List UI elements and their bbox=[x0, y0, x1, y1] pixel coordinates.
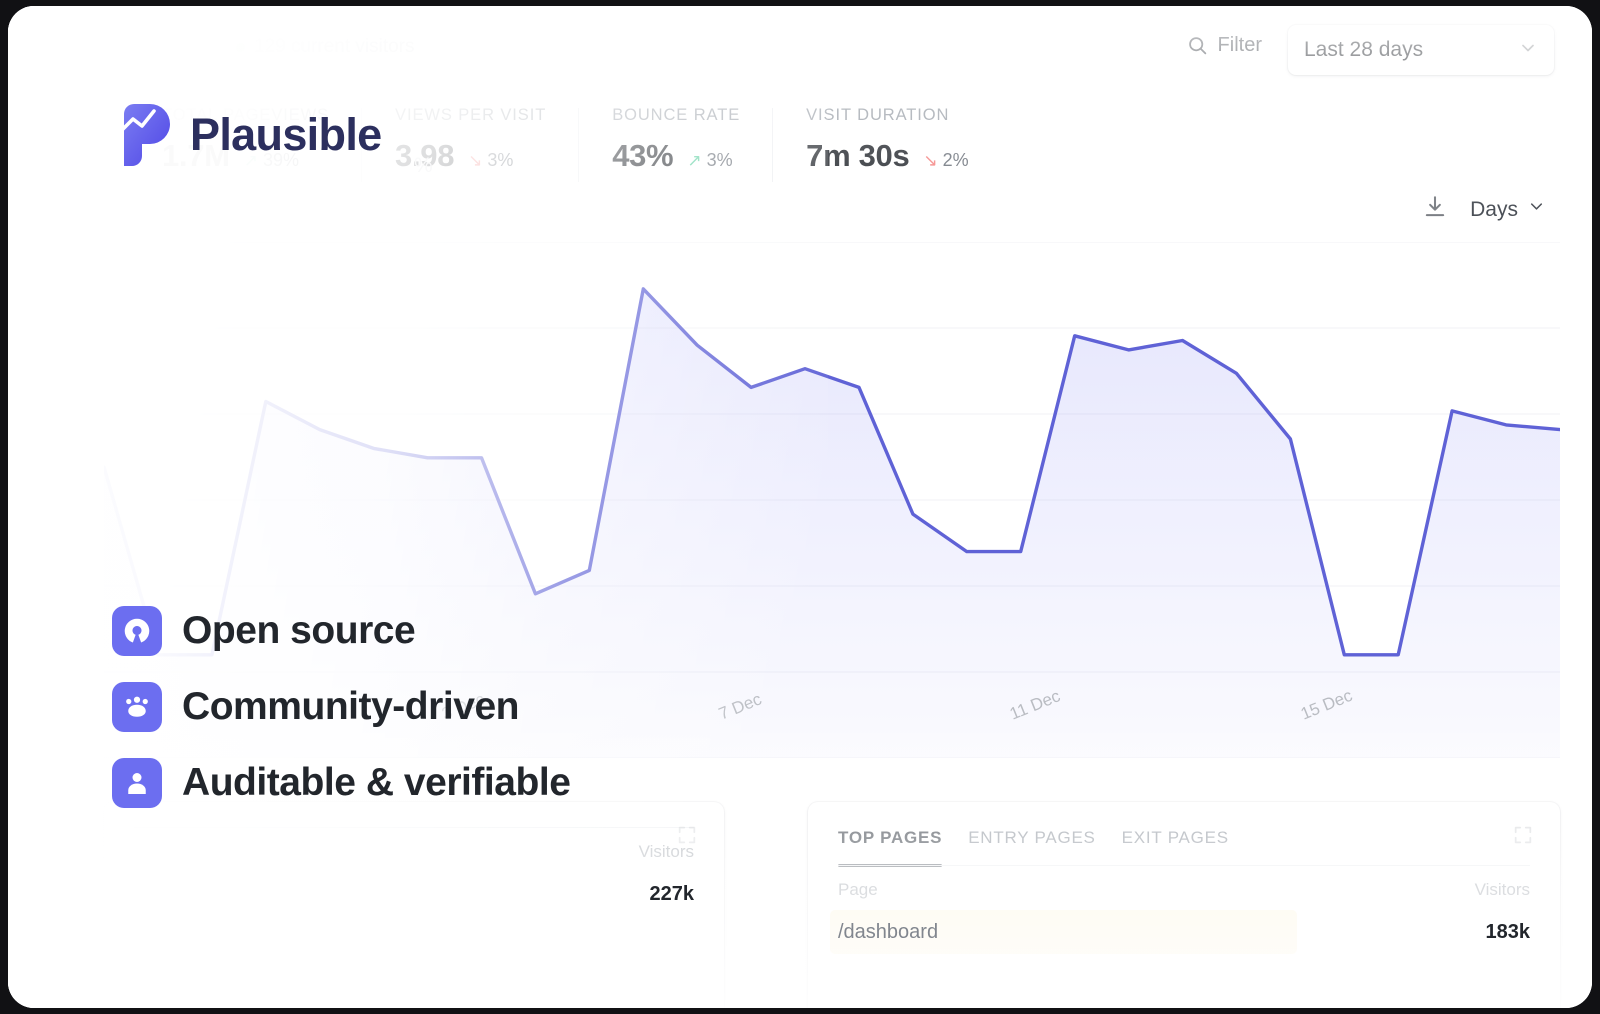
metric-label: VISIT DURATION bbox=[806, 106, 950, 124]
dashboard-card: 129 current visitors Filter Last 28 days bbox=[8, 6, 1592, 1008]
dashboard-topbar: 129 current visitors Filter Last 28 days bbox=[8, 6, 1592, 86]
tab-exit-pages[interactable]: EXIT PAGES bbox=[1121, 828, 1229, 847]
live-dot-icon bbox=[236, 42, 245, 52]
feature-auditable-verifiable: Auditable & verifiable bbox=[112, 758, 571, 808]
brand-lockup: Plausible bbox=[120, 104, 382, 166]
arrow-up-icon: ↗ bbox=[687, 151, 702, 170]
download-icon[interactable] bbox=[1422, 194, 1448, 225]
interval-days-button[interactable]: Days bbox=[1470, 197, 1546, 222]
filter-label: Filter bbox=[1217, 34, 1262, 56]
people-group-icon bbox=[112, 682, 162, 732]
tab-top-pages[interactable]: TOP PAGES bbox=[838, 828, 943, 867]
table-row[interactable]: /dashboard 183k bbox=[830, 910, 1538, 954]
metric-label: BOUNCE RATE bbox=[612, 106, 741, 124]
pages-col-page: Page bbox=[838, 880, 878, 899]
current-visitors-indicator: 129 current visitors bbox=[236, 36, 415, 58]
arrow-down-icon: ↘ bbox=[923, 151, 938, 170]
interval-days-label: Days bbox=[1470, 197, 1518, 221]
metric-value: 7m 30s bbox=[806, 138, 910, 173]
metric-label: VIEWS PER VISIT bbox=[395, 106, 547, 124]
date-range-value: Last 28 days bbox=[1304, 38, 1424, 61]
plausible-logo-icon bbox=[120, 104, 172, 166]
pages-panel-tabs: TOP PAGES ENTRY PAGES EXIT PAGES bbox=[808, 802, 1560, 867]
table-row[interactable]: 227k bbox=[126, 872, 702, 916]
row-value: 227k bbox=[649, 882, 695, 905]
pages-col-visitors: Visitors bbox=[1474, 880, 1530, 899]
feature-list: Open source Community-driven bbox=[112, 606, 571, 808]
metric-change-value: 3% bbox=[706, 150, 733, 170]
metric-change-value: 2% bbox=[942, 150, 969, 170]
tab-divider bbox=[838, 865, 1530, 866]
tab-divider bbox=[134, 827, 694, 828]
chevron-down-icon bbox=[1527, 197, 1546, 222]
metric-change: ↘ 3% bbox=[468, 150, 513, 171]
metric-value: 43% bbox=[612, 138, 674, 173]
metric-views-per-visit[interactable]: VIEWS PER VISIT 3.98 ↘ 3% bbox=[361, 106, 578, 182]
search-icon bbox=[1187, 35, 1208, 56]
row-label: /dashboard bbox=[838, 920, 939, 943]
pages-table-head: Page Visitors bbox=[808, 866, 1560, 906]
filter-button[interactable]: Filter bbox=[1187, 34, 1262, 57]
open-source-icon bbox=[112, 606, 162, 656]
metric-percent-remnant: % bbox=[414, 154, 433, 177]
metric-change: ↘ 2% bbox=[923, 150, 968, 171]
brand-name: Plausible bbox=[190, 109, 382, 160]
metric-change: ↗ 3% bbox=[687, 150, 732, 171]
row-value: 183k bbox=[1485, 920, 1531, 943]
arrow-down-icon: ↘ bbox=[468, 151, 483, 170]
current-visitors-label: 129 current visitors bbox=[254, 36, 415, 57]
feature-label: Community-driven bbox=[182, 685, 520, 728]
tab-entry-pages[interactable]: ENTRY PAGES bbox=[968, 828, 1096, 847]
pages-panel[interactable]: TOP PAGES ENTRY PAGES EXIT PAGES Page Vi… bbox=[808, 802, 1560, 1008]
chevron-down-icon bbox=[1518, 38, 1538, 63]
sources-panel[interactable]: Visitors 227k bbox=[104, 802, 724, 1008]
sources-table-head: Visitors bbox=[104, 828, 724, 868]
expand-icon[interactable] bbox=[676, 824, 698, 851]
plausible-dashboard: 129 current visitors Filter Last 28 days bbox=[8, 6, 1592, 1008]
metric-visit-duration[interactable]: VISIT DURATION 7m 30s ↘ 2% bbox=[772, 106, 1001, 182]
expand-icon[interactable] bbox=[1512, 824, 1534, 851]
feature-label: Auditable & verifiable bbox=[182, 761, 571, 804]
date-range-select[interactable]: Last 28 days bbox=[1288, 25, 1554, 75]
feature-label: Open source bbox=[182, 609, 416, 652]
person-badge-icon bbox=[112, 758, 162, 808]
chart-controls: Days bbox=[1422, 194, 1546, 225]
feature-community-driven: Community-driven bbox=[112, 682, 570, 732]
feature-open-source: Open source bbox=[112, 606, 570, 656]
metric-bounce-rate[interactable]: BOUNCE RATE 43% ↗ 3% bbox=[578, 106, 772, 182]
metric-change-value: 3% bbox=[487, 150, 514, 170]
